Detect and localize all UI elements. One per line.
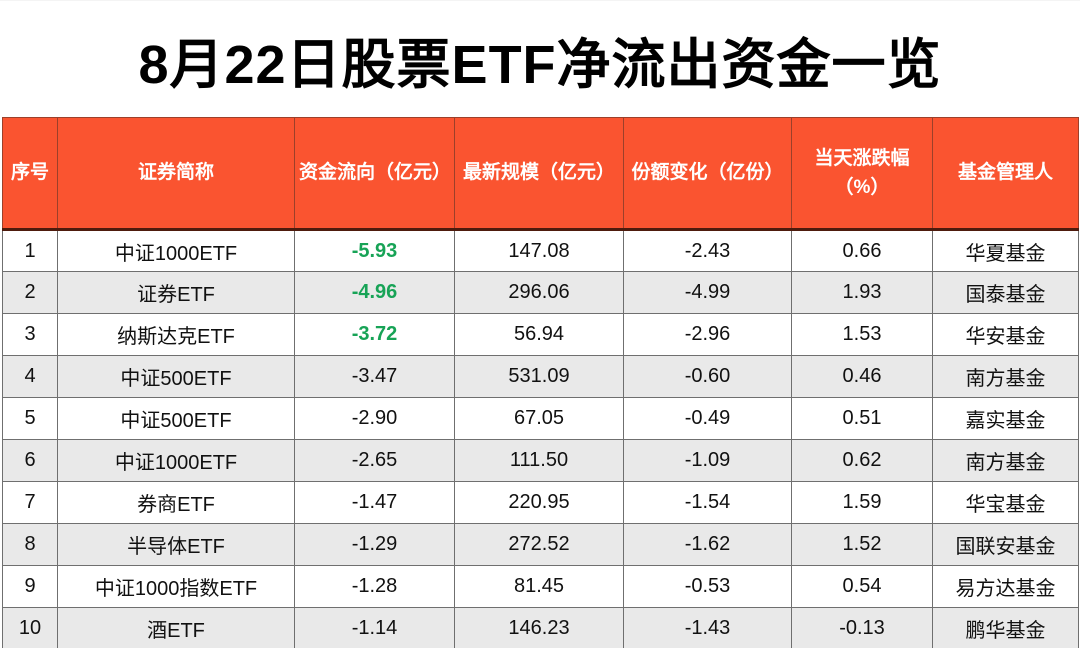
- cell-share-change: -2.96: [623, 313, 792, 356]
- cell-latest-scale: 147.08: [454, 229, 624, 272]
- cell-latest-scale: 272.52: [454, 523, 624, 566]
- cell-fund-manager: 南方基金: [932, 355, 1079, 398]
- cell-security-name: 纳斯达克ETF: [57, 313, 295, 356]
- page-title: 8月22日股票ETF净流出资金一览: [138, 34, 942, 95]
- cell-day-change: 1.59: [791, 481, 933, 524]
- header-cell-fund-flow: 资金流向（亿元）: [294, 117, 455, 231]
- cell-day-change: -0.13: [791, 607, 933, 648]
- cell-day-change: 1.53: [791, 313, 933, 356]
- cell-fund-manager: 华夏基金: [932, 229, 1079, 272]
- cell-serial: 4: [2, 355, 58, 398]
- cell-fund-flow: -4.96: [294, 271, 455, 314]
- header-row: 序号 证券简称 资金流向（亿元） 最新规模（亿元） 份额变化（亿份） 当天涨跌幅…: [2, 117, 1079, 231]
- cell-share-change: -0.60: [623, 355, 792, 398]
- table-row: 9 中证1000指数ETF -1.28 81.45 -0.53 0.54 易方达…: [2, 565, 1079, 608]
- cell-fund-flow: -3.47: [294, 355, 455, 398]
- cell-latest-scale: 146.23: [454, 607, 624, 648]
- header-cell-share-change: 份额变化（亿份）: [623, 117, 792, 231]
- cell-serial: 3: [2, 313, 58, 356]
- header-cell-serial: 序号: [2, 117, 58, 231]
- cell-serial: 10: [2, 607, 58, 648]
- table-row: 6 中证1000ETF -2.65 111.50 -1.09 0.62 南方基金: [2, 439, 1079, 482]
- cell-day-change: 0.62: [791, 439, 933, 482]
- cell-fund-manager: 鹏华基金: [932, 607, 1079, 648]
- table-row: 2 证券ETF -4.96 296.06 -4.99 1.93 国泰基金: [2, 271, 1079, 314]
- cell-fund-flow: -1.28: [294, 565, 455, 608]
- etf-table-body: 1 中证1000ETF -5.93 147.08 -2.43 0.66 华夏基金…: [2, 229, 1079, 648]
- table-row: 10 酒ETF -1.14 146.23 -1.43 -0.13 鹏华基金: [2, 607, 1079, 648]
- cell-day-change: 1.93: [791, 271, 933, 314]
- cell-latest-scale: 56.94: [454, 313, 624, 356]
- table-row: 3 纳斯达克ETF -3.72 56.94 -2.96 1.53 华安基金: [2, 313, 1079, 356]
- cell-fund-manager: 易方达基金: [932, 565, 1079, 608]
- cell-security-name: 券商ETF: [57, 481, 295, 524]
- cell-fund-manager: 嘉实基金: [932, 397, 1079, 440]
- cell-security-name: 中证1000指数ETF: [57, 565, 295, 608]
- header-cell-day-change: 当天涨跌幅（%）: [791, 117, 933, 231]
- cell-share-change: -1.54: [623, 481, 792, 524]
- cell-serial: 9: [2, 565, 58, 608]
- cell-fund-flow: -2.90: [294, 397, 455, 440]
- table-row: 5 中证500ETF -2.90 67.05 -0.49 0.51 嘉实基金: [2, 397, 1079, 440]
- cell-share-change: -1.09: [623, 439, 792, 482]
- cell-fund-flow: -5.93: [294, 229, 455, 272]
- cell-share-change: -4.99: [623, 271, 792, 314]
- table-row: 1 中证1000ETF -5.93 147.08 -2.43 0.66 华夏基金: [2, 229, 1079, 272]
- header-cell-latest-scale: 最新规模（亿元）: [454, 117, 624, 231]
- cell-serial: 8: [2, 523, 58, 566]
- cell-day-change: 0.54: [791, 565, 933, 608]
- cell-fund-flow: -1.14: [294, 607, 455, 648]
- header-cell-security-name: 证券简称: [57, 117, 295, 231]
- cell-fund-manager: 南方基金: [932, 439, 1079, 482]
- cell-serial: 6: [2, 439, 58, 482]
- cell-serial: 7: [2, 481, 58, 524]
- cell-share-change: -1.62: [623, 523, 792, 566]
- cell-latest-scale: 220.95: [454, 481, 624, 524]
- cell-day-change: 0.66: [791, 229, 933, 272]
- cell-latest-scale: 296.06: [454, 271, 624, 314]
- cell-fund-flow: -1.47: [294, 481, 455, 524]
- cell-share-change: -1.43: [623, 607, 792, 648]
- cell-fund-flow: -2.65: [294, 439, 455, 482]
- cell-security-name: 中证1000ETF: [57, 439, 295, 482]
- cell-security-name: 中证1000ETF: [57, 229, 295, 272]
- cell-latest-scale: 81.45: [454, 565, 624, 608]
- cell-fund-manager: 华安基金: [932, 313, 1079, 356]
- etf-table-header: 序号 证券简称 资金流向（亿元） 最新规模（亿元） 份额变化（亿份） 当天涨跌幅…: [2, 117, 1079, 231]
- cell-fund-manager: 国联安基金: [932, 523, 1079, 566]
- cell-fund-manager: 国泰基金: [932, 271, 1079, 314]
- cell-security-name: 证券ETF: [57, 271, 295, 314]
- cell-fund-flow: -1.29: [294, 523, 455, 566]
- cell-serial: 5: [2, 397, 58, 440]
- cell-share-change: -0.53: [623, 565, 792, 608]
- cell-day-change: 0.51: [791, 397, 933, 440]
- cell-security-name: 中证500ETF: [57, 355, 295, 398]
- cell-latest-scale: 67.05: [454, 397, 624, 440]
- cell-security-name: 酒ETF: [57, 607, 295, 648]
- etf-table: 序号 证券简称 资金流向（亿元） 最新规模（亿元） 份额变化（亿份） 当天涨跌幅…: [2, 117, 1079, 648]
- table-row: 4 中证500ETF -3.47 531.09 -0.60 0.46 南方基金: [2, 355, 1079, 398]
- cell-serial: 2: [2, 271, 58, 314]
- cell-latest-scale: 111.50: [454, 439, 624, 482]
- cell-security-name: 半导体ETF: [57, 523, 295, 566]
- table-row: 8 半导体ETF -1.29 272.52 -1.62 1.52 国联安基金: [2, 523, 1079, 566]
- cell-day-change: 0.46: [791, 355, 933, 398]
- cell-serial: 1: [2, 229, 58, 272]
- cell-fund-flow: -3.72: [294, 313, 455, 356]
- cell-share-change: -2.43: [623, 229, 792, 272]
- header-cell-fund-manager: 基金管理人: [932, 117, 1079, 231]
- cell-day-change: 1.52: [791, 523, 933, 566]
- cell-security-name: 中证500ETF: [57, 397, 295, 440]
- cell-latest-scale: 531.09: [454, 355, 624, 398]
- cell-fund-manager: 华宝基金: [932, 481, 1079, 524]
- table-row: 7 券商ETF -1.47 220.95 -1.54 1.59 华宝基金: [2, 481, 1079, 524]
- cell-share-change: -0.49: [623, 397, 792, 440]
